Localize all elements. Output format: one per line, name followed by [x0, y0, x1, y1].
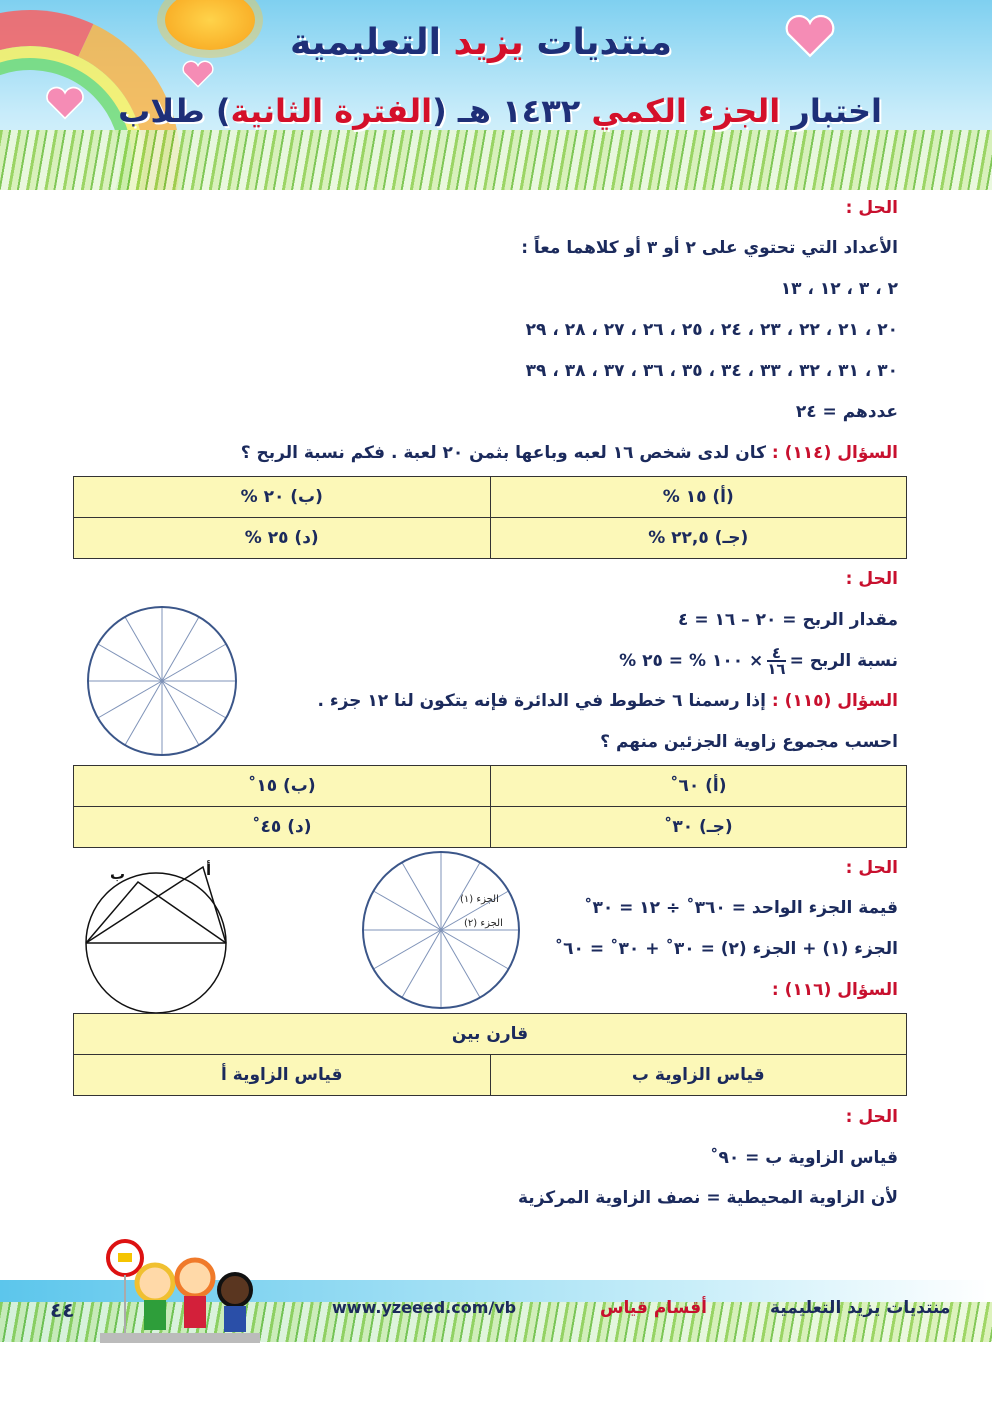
diameter-line: [373, 890, 509, 970]
option-b[interactable]: (ب) ١٥˚: [73, 765, 491, 807]
text-line: ٢ ، ٣ ، ١٢ ، ١٣: [780, 279, 898, 299]
option-c[interactable]: (جـ) ٢٢,٥ %: [489, 517, 907, 559]
part-1-label: الجزء (١): [460, 894, 499, 905]
text-line: مقدار الربح = ٢٠ – ١٦ = ٤: [678, 610, 898, 630]
footer-url-link[interactable]: www.yzeeed.com/vb: [332, 1298, 517, 1317]
text-line: ٣٠ ، ٣١ ، ٣٢ ، ٣٣ ، ٣٤ ، ٣٥ ، ٣٦ ، ٣٧ ، …: [525, 361, 898, 381]
option-b[interactable]: (ب) ٢٠ %: [73, 476, 491, 518]
heart-icon: [182, 60, 214, 88]
option-d[interactable]: (د) ٢٥ %: [73, 517, 491, 559]
text-line: نسبة الربح = ٤ ١٦ × ١٠٠ % = ٢٥ %: [619, 644, 898, 678]
text-line: قيمة الجزء الواحد = ٣٦٠˚ ÷ ١٢ = ٣٠˚: [583, 898, 898, 918]
grass-decoration: [0, 130, 992, 190]
sun-decoration: [165, 0, 255, 50]
circle-parts-labeled-diagram: الجزء (١) الجزء (٢): [362, 851, 520, 1009]
inscribed-angle-diagram: أ ب: [85, 860, 227, 1014]
text-line: الجزء (١) + الجزء (٢) = ٣٠˚ + ٣٠˚ = ٦٠˚: [554, 939, 898, 959]
option-d[interactable]: (د) ٤٥˚: [73, 806, 491, 848]
options-table-114: (أ) ١٥ % (ب) ٢٠ % (جـ) ٢٢,٥ % (د) ٢٥ %: [73, 476, 907, 559]
text-line: ٢٠ ، ٢١ ، ٢٢ ، ٢٣ ، ٢٤ ، ٢٥ ، ٢٦ ، ٢٧ ، …: [525, 320, 898, 340]
text-line: الأعداد التي تحتوي على ٢ أو ٣ أو كلاهما …: [521, 238, 898, 258]
compare-header: قارن بين: [73, 1013, 907, 1055]
text-line: لأن الزاوية المحيطية = نصف الزاوية المرك…: [518, 1188, 898, 1208]
diameter-line: [97, 643, 227, 719]
page-number: ٤٤: [50, 1298, 75, 1322]
solution-label: الحل :: [845, 858, 898, 878]
column-angle-b[interactable]: قياس الزاوية ب: [489, 1054, 907, 1096]
column-angle-a[interactable]: قياس الزاوية أ: [73, 1054, 491, 1096]
circle-12-parts-diagram: [87, 606, 237, 756]
text-line: قياس الزاوية ب = ٩٠˚: [709, 1148, 898, 1168]
part-2-label: الجزء (٢): [464, 918, 503, 929]
solution-label: الحل :: [845, 569, 898, 589]
solution-label: الحل :: [845, 198, 898, 218]
options-table-115: (أ) ٦٠˚ (ب) ١٥˚ (جـ) ٣٠˚ (د) ٤٥˚: [73, 765, 907, 848]
question-114: السؤال (١١٤) : كان لدى شخص ١٦ لعبه وباعه…: [240, 443, 898, 463]
option-a[interactable]: (أ) ٦٠˚: [489, 765, 907, 807]
page-title: اختبار الجزء الكمي ١٤٣٢ هـ (الفترة الثان…: [118, 92, 882, 130]
solution-label: الحل :: [845, 1107, 898, 1127]
site-title: منتديات يزيد التعليمية: [290, 22, 672, 63]
fraction: ٤ ١٦: [767, 644, 786, 678]
question-116: السؤال (١١٦) :: [771, 980, 898, 1000]
footer-section: أقسام قياس: [600, 1298, 707, 1318]
heart-icon: [785, 14, 835, 58]
footer-site-name: منتديات يزيد التعليمية: [770, 1298, 951, 1318]
point-a-label: أ: [206, 860, 211, 879]
point-b-label: ب: [110, 865, 125, 883]
text-line: عددهم = ٢٤: [795, 402, 898, 422]
kids-illustration: [100, 1239, 260, 1343]
text-line: احسب مجموع زاوية الجزئين منهم ؟: [600, 732, 898, 752]
option-a[interactable]: (أ) ١٥ %: [489, 476, 907, 518]
compare-table-116: قارن بين قياس الزاوية ب قياس الزاوية أ: [73, 1013, 907, 1096]
option-c[interactable]: (جـ) ٣٠˚: [489, 806, 907, 848]
question-115: السؤال (١١٥) : إذا رسمنا ٦ خطوط في الدائ…: [317, 691, 898, 711]
heart-icon: [46, 86, 84, 120]
header-banner: منتديات يزيد التعليمية اختبار الجزء الكم…: [0, 0, 992, 190]
